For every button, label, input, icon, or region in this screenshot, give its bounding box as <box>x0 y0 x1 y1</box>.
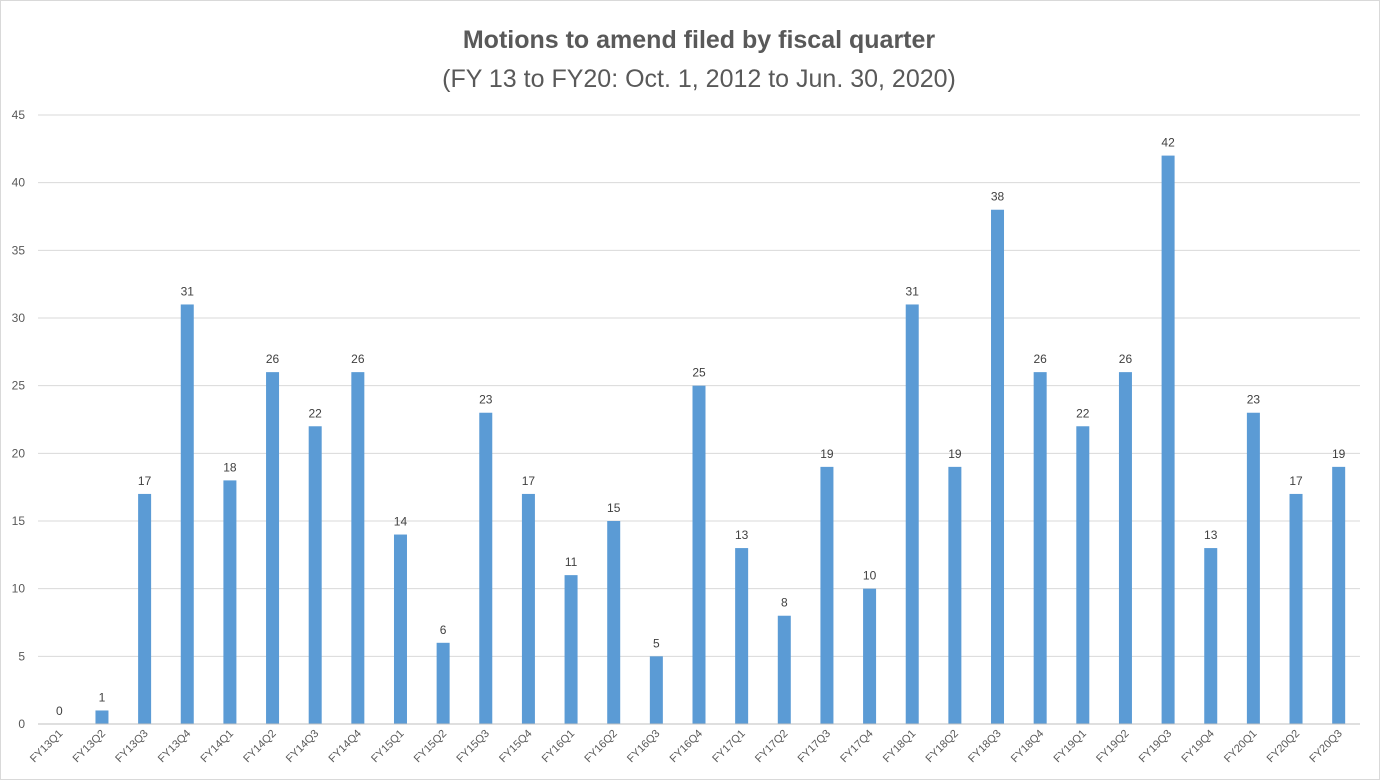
data-label: 26 <box>1033 352 1047 366</box>
bar <box>1076 426 1090 724</box>
y-tick-label: 5 <box>18 649 25 663</box>
data-label: 31 <box>181 284 195 298</box>
data-label: 17 <box>138 474 152 488</box>
data-label: 10 <box>863 569 877 583</box>
bar <box>1161 155 1175 725</box>
bar <box>692 385 706 724</box>
bar <box>393 534 407 724</box>
data-label: 5 <box>653 636 660 650</box>
bar <box>95 710 109 724</box>
bar <box>607 521 621 724</box>
bar <box>138 493 152 724</box>
data-label: 8 <box>781 596 788 610</box>
data-label: 38 <box>991 190 1005 204</box>
data-label: 19 <box>820 447 834 461</box>
bar <box>991 209 1005 724</box>
data-label: 17 <box>1289 474 1303 488</box>
data-label: 19 <box>1332 447 1346 461</box>
bars <box>95 155 1346 725</box>
data-label: 23 <box>479 393 493 407</box>
chart-title: Motions to amend filed by fiscal quarter <box>463 26 936 54</box>
bar <box>905 304 919 724</box>
bar <box>308 426 322 724</box>
y-axis-tick-labels: 0 5 10 15 20 25 30 35 40 45 <box>12 108 26 731</box>
data-label: 1 <box>99 690 106 704</box>
data-label: 19 <box>948 447 962 461</box>
bar <box>351 372 365 724</box>
bar <box>1204 548 1218 724</box>
data-label: 13 <box>1204 528 1218 542</box>
gridlines <box>38 114 1360 657</box>
data-label: 18 <box>223 460 237 474</box>
data-label: 15 <box>607 501 621 515</box>
y-tick-label: 15 <box>12 514 26 528</box>
data-label: 0 <box>56 704 63 718</box>
bar <box>266 372 280 724</box>
bar <box>521 493 535 724</box>
y-tick-label: 45 <box>12 108 26 122</box>
y-tick-label: 25 <box>12 379 26 393</box>
bar <box>1033 372 1047 724</box>
bar <box>180 304 194 724</box>
bar <box>820 466 834 724</box>
data-label: 22 <box>309 406 323 420</box>
data-label: 14 <box>394 515 408 529</box>
y-tick-label: 0 <box>18 717 25 731</box>
data-labels: 0 1 17 31 18 26 22 26 14 6 23 17 11 15 5 25 13 8 19 10 31 19 3… <box>56 136 1346 718</box>
y-tick-label: 10 <box>12 582 26 596</box>
bar <box>564 575 578 724</box>
bar <box>436 642 450 724</box>
data-label: 42 <box>1161 136 1175 150</box>
bar <box>863 588 877 724</box>
bar <box>948 466 962 724</box>
data-label: 26 <box>1119 352 1133 366</box>
data-label: 23 <box>1247 393 1261 407</box>
y-tick-label: 20 <box>12 446 26 460</box>
y-tick-label: 30 <box>12 311 26 325</box>
data-label: 31 <box>906 284 920 298</box>
data-label: 22 <box>1076 406 1090 420</box>
data-label: 25 <box>692 366 706 380</box>
y-tick-label: 40 <box>12 176 26 190</box>
bar <box>777 615 791 724</box>
data-label: 26 <box>266 352 280 366</box>
data-label: 26 <box>351 352 365 366</box>
chart-subtitle: (FY 13 to FY20: Oct. 1, 2012 to Jun. 30,… <box>442 65 956 93</box>
bar <box>649 656 663 724</box>
y-tick-label: 35 <box>12 243 26 257</box>
bar <box>1118 372 1132 724</box>
bar <box>1246 412 1260 724</box>
data-label: 13 <box>735 528 749 542</box>
bar <box>479 412 493 724</box>
data-label: 6 <box>440 623 447 637</box>
data-label: 17 <box>522 474 536 488</box>
bar <box>735 548 749 724</box>
bar <box>223 480 237 724</box>
bar <box>1289 493 1303 724</box>
data-label: 11 <box>565 555 578 569</box>
bar <box>1332 466 1346 724</box>
